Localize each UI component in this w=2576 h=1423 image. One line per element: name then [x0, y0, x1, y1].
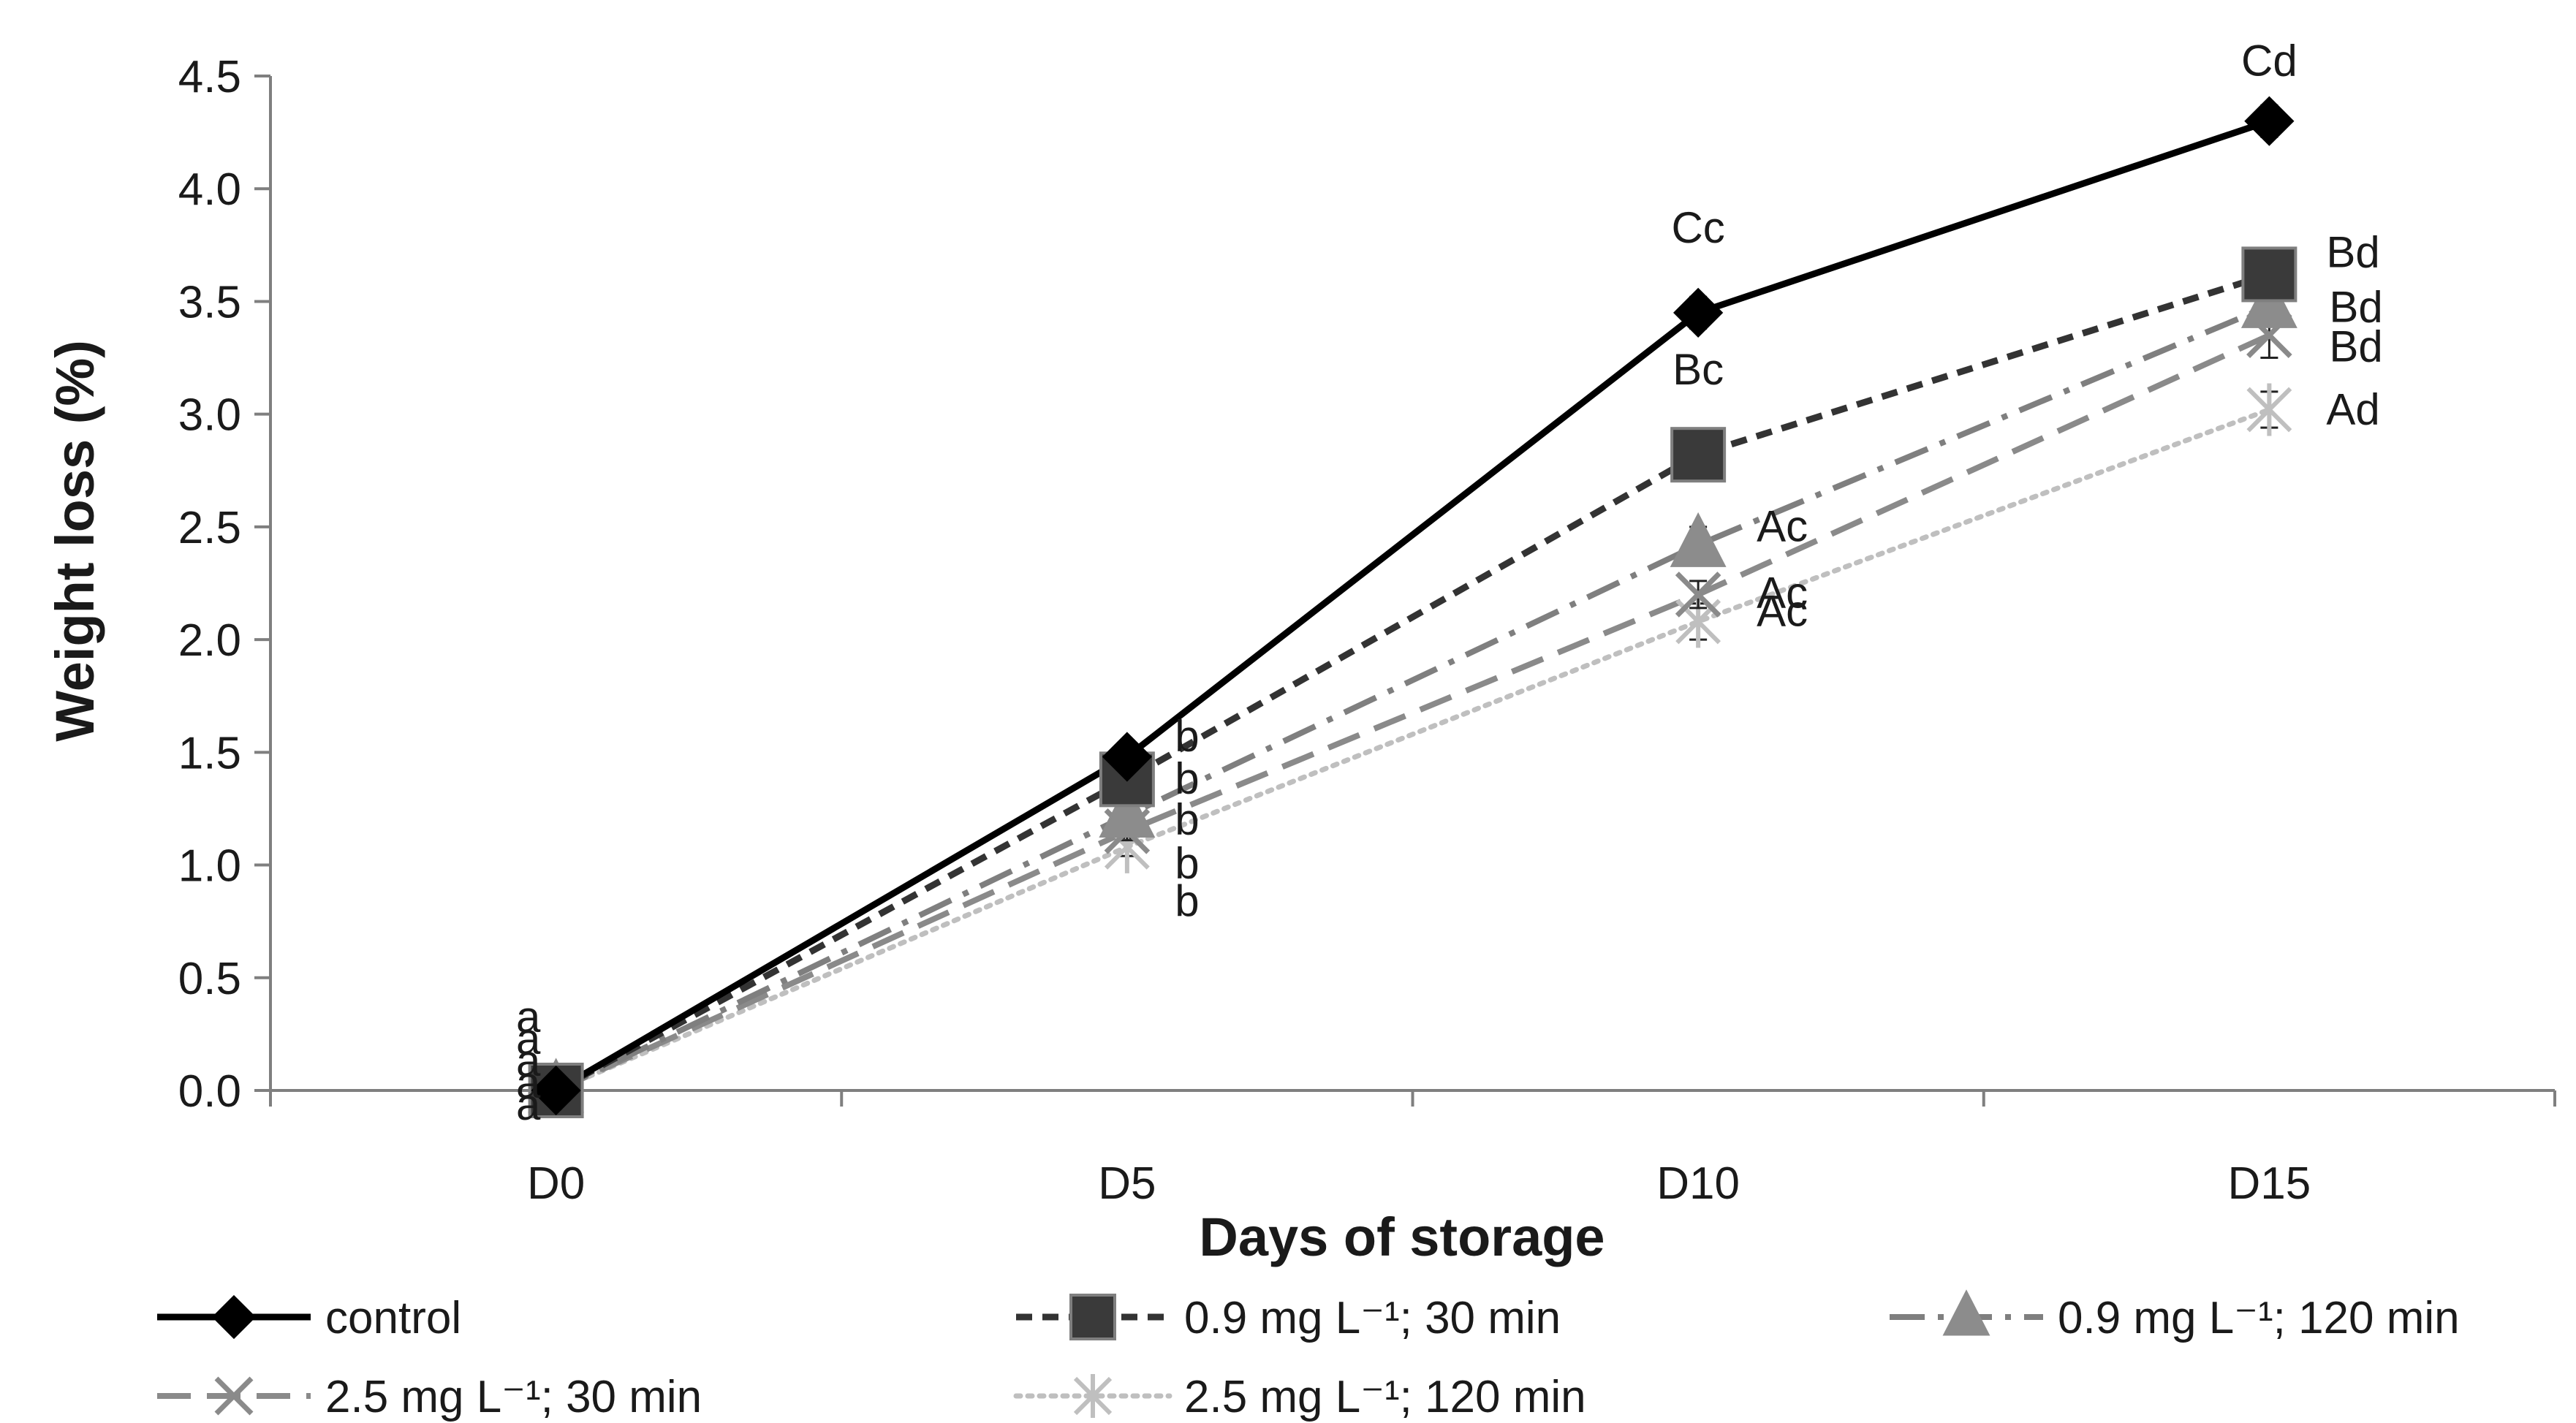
y-tick-label: 1.0	[178, 841, 241, 892]
x-tick-label: D5	[1098, 1158, 1156, 1209]
series-line	[553, 406, 2272, 1093]
x-axis-title: Days of storage	[1199, 1207, 1605, 1267]
significance-label: b	[1175, 838, 1199, 887]
x-tick-label: D10	[1656, 1158, 1740, 1209]
y-tick-label: 0.5	[178, 954, 241, 1004]
y-tick-label: 4.0	[178, 164, 241, 215]
data-point	[2244, 96, 2295, 146]
x-tick-label: D15	[2228, 1158, 2311, 1209]
data-point	[531, 1065, 581, 1116]
significance-label: a	[516, 1036, 541, 1085]
data-point	[1073, 1374, 1113, 1418]
y-tick-label: 2.5	[178, 503, 241, 553]
significance-label: Ad	[2326, 384, 2379, 433]
significance-label: Cd	[2241, 37, 2297, 86]
data-point	[2246, 383, 2292, 436]
data-point	[214, 1376, 254, 1416]
legend-entry: 2.5 mg L⁻¹; 120 min	[1013, 1372, 1586, 1422]
significance-label: a	[516, 1014, 541, 1063]
significance-label: b	[1175, 795, 1199, 844]
significance-label: Bc	[1672, 345, 1724, 394]
series-line	[554, 118, 2270, 1093]
significance-label: Ac	[1757, 502, 1808, 551]
y-tick-label: 2.0	[178, 615, 241, 666]
legend-entry: 2.5 mg L⁻¹; 30 min	[157, 1372, 702, 1422]
data-point	[1675, 572, 1721, 618]
series-line	[554, 271, 2270, 1093]
series-line	[554, 303, 2270, 1093]
significance-label: a	[516, 1080, 541, 1129]
legend: control 0.9 mg L⁻¹; 30 min 0.9 mg L⁻¹; 120…	[157, 1289, 2460, 1422]
legend-label: 0.9 mg L⁻¹; 120 min	[2058, 1293, 2460, 1343]
x-tick-label: D0	[527, 1158, 585, 1209]
significance-label: Ac	[1757, 586, 1808, 635]
significance-label: a	[516, 1058, 541, 1107]
significance-label: b	[1175, 876, 1199, 925]
data-point	[1670, 427, 1727, 483]
series-lines	[528, 96, 2297, 1118]
data-point	[1673, 287, 1724, 338]
significance-label: b	[1175, 754, 1199, 803]
data-point	[2241, 246, 2297, 303]
y-axis-title: Weight loss (%)	[45, 340, 105, 742]
significance-label: Bd	[2329, 283, 2382, 332]
legend-label: 0.9 mg L⁻¹; 30 min	[1184, 1293, 1561, 1343]
data-point	[1942, 1289, 1990, 1336]
significance-label: a	[516, 993, 541, 1041]
series-line	[554, 333, 2271, 1093]
y-tick-label: 0.0	[178, 1066, 241, 1117]
significance-label: b	[1175, 712, 1199, 761]
legend-entry: 0.9 mg L⁻¹; 30 min	[1016, 1293, 1561, 1343]
axes: 0.0 0.5 1.0 1.5 2.0 2.5 3.0 3.5 4.0 4.5 D0 D5 D10 D15	[178, 52, 2556, 1209]
significance-label: Bd	[2329, 322, 2382, 371]
legend-label: 2.5 mg L⁻¹; 30 min	[325, 1372, 702, 1422]
y-tick-label: 1.5	[178, 728, 241, 778]
data-point	[1670, 512, 1727, 567]
y-tick-label: 4.5	[178, 52, 241, 102]
significance-label: Cc	[1671, 203, 1724, 252]
legend-entry: 0.9 mg L⁻¹; 120 min	[1890, 1289, 2460, 1343]
y-tick-label: 3.5	[178, 277, 241, 327]
data-point	[1069, 1294, 1116, 1340]
data-point	[211, 1294, 257, 1340]
significance-label: Bd	[2326, 227, 2379, 276]
data-point	[1102, 732, 1152, 782]
y-tick-label: 3.0	[178, 390, 241, 441]
legend-label: control	[325, 1293, 461, 1343]
legend-label: 2.5 mg L⁻¹; 120 min	[1184, 1372, 1586, 1422]
data-point	[1099, 783, 1156, 838]
legend-entry: control	[157, 1293, 461, 1343]
significance-label: Ac	[1757, 568, 1808, 617]
